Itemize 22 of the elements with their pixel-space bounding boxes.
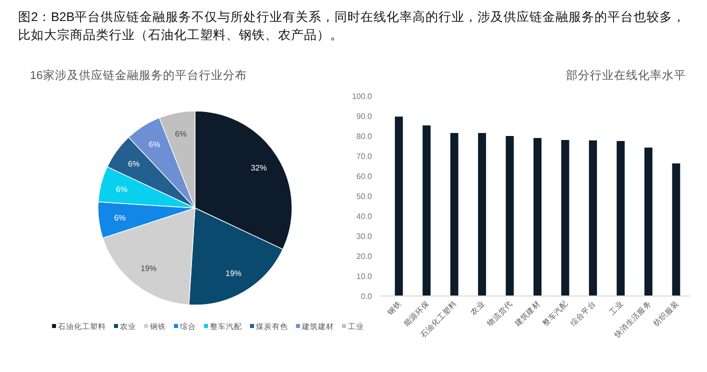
data-label: 6% (114, 213, 126, 222)
data-label: 19% (140, 264, 157, 273)
y-tick-label: 60.0 (356, 172, 373, 181)
data-label: 6% (128, 160, 140, 169)
y-tick-label: 0.0 (360, 292, 373, 301)
y-tick-label: 40.0 (356, 212, 373, 221)
y-tick-label: 10.0 (356, 272, 373, 281)
data-label: 6% (148, 140, 160, 150)
y-tick-label: 80.0 (356, 132, 373, 141)
data-label: 19% (226, 269, 242, 278)
chart-title: 部分行业在线化率水平 (566, 68, 686, 82)
chart-title: 图2：B2B平台供应链金融服务不仅与所处行业有关系，同时在线化率高的行业，涉及供应链金融服务的平台也较多，比如大宗商品类行业（石油化工塑料、钢铁、农产品）。 (18, 9, 687, 44)
data-label: 6% (116, 185, 128, 194)
y-tick-label: 50.0 (356, 192, 373, 201)
data-label: 32% (250, 163, 267, 172)
chart-subtitle: 16家涉及供应链金融服务的平台行业分布 (30, 68, 247, 82)
y-tick-label: 100.0 (352, 92, 373, 101)
y-tick-label: 70.0 (356, 152, 373, 161)
y-tick-label: 20.0 (356, 252, 373, 261)
data-label: 6% (175, 130, 187, 139)
y-tick-label: 90.0 (356, 112, 373, 121)
y-tick-label: 30.0 (356, 232, 373, 241)
